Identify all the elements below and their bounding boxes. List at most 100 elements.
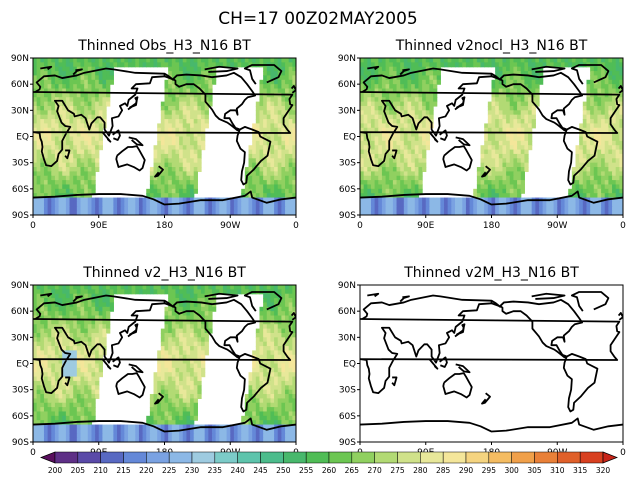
bt-cell bbox=[502, 114, 507, 120]
bt-cell bbox=[160, 105, 166, 111]
bt-cell bbox=[381, 175, 387, 181]
bt-cell bbox=[175, 132, 180, 138]
bt-cell bbox=[484, 127, 489, 133]
bt-cell bbox=[43, 184, 49, 190]
bt-cell bbox=[201, 110, 206, 116]
bt-cell bbox=[197, 136, 202, 142]
bt-cell bbox=[411, 206, 416, 212]
bt-cell bbox=[43, 363, 49, 369]
bt-cell bbox=[76, 415, 82, 421]
bt-cell bbox=[33, 71, 38, 77]
bt-cell bbox=[487, 188, 493, 194]
bt-cell bbox=[498, 153, 504, 159]
bt-cell bbox=[601, 175, 606, 181]
bt-cell bbox=[513, 119, 518, 125]
bt-cell bbox=[171, 328, 177, 334]
bt-cell bbox=[160, 359, 166, 365]
bt-cell bbox=[263, 285, 268, 290]
bt-cell bbox=[193, 411, 198, 417]
bt-cell bbox=[370, 184, 376, 190]
bt-cell bbox=[233, 201, 239, 207]
bt-cell bbox=[509, 136, 515, 142]
bt-cell bbox=[487, 132, 493, 138]
bt-cell bbox=[266, 341, 272, 347]
bt-cell bbox=[102, 311, 107, 317]
coastline bbox=[617, 85, 623, 94]
bt-cell bbox=[54, 127, 60, 133]
bt-cell bbox=[54, 285, 60, 290]
bt-cell bbox=[266, 105, 272, 111]
bt-cell bbox=[69, 293, 74, 299]
bt-cell bbox=[274, 350, 279, 356]
bt-cell bbox=[58, 311, 63, 317]
bt-cell bbox=[535, 101, 540, 107]
bt-cell bbox=[396, 136, 401, 142]
bt-cell bbox=[98, 324, 103, 330]
bt-cell bbox=[531, 79, 536, 85]
bt-cell bbox=[597, 158, 602, 164]
bt-cell bbox=[91, 319, 96, 325]
bt-cell bbox=[138, 58, 144, 63]
bt-cell bbox=[248, 372, 253, 378]
bt-cell bbox=[43, 127, 49, 133]
bt-cell bbox=[62, 394, 67, 399]
bt-cell bbox=[84, 332, 89, 338]
bt-cell bbox=[248, 206, 253, 212]
bt-cell bbox=[58, 188, 63, 194]
bt-cell bbox=[270, 306, 275, 312]
x-tick-label: 180 bbox=[483, 221, 500, 231]
bt-cell bbox=[517, 84, 522, 90]
bt-cell bbox=[491, 105, 496, 111]
bt-cell bbox=[62, 385, 67, 391]
bt-cell bbox=[58, 337, 63, 343]
bt-cell bbox=[47, 184, 52, 190]
bt-cell bbox=[274, 298, 279, 304]
bt-cell bbox=[292, 376, 296, 382]
bt-cell bbox=[76, 127, 82, 133]
bt-cell bbox=[374, 175, 379, 181]
bt-cell bbox=[244, 411, 250, 417]
bt-cell bbox=[51, 114, 56, 120]
bt-cell bbox=[411, 184, 416, 190]
bt-cell bbox=[263, 66, 268, 72]
bt-cell bbox=[190, 402, 195, 408]
bt-cell bbox=[270, 354, 275, 360]
bt-cell bbox=[509, 92, 515, 98]
bt-cell bbox=[381, 184, 387, 190]
bt-cell bbox=[95, 162, 100, 168]
bt-cell bbox=[168, 354, 173, 360]
bt-cell bbox=[51, 380, 56, 386]
bt-cell bbox=[593, 127, 599, 133]
bt-cell bbox=[374, 180, 379, 186]
bt-cell bbox=[288, 153, 293, 159]
bt-cell bbox=[546, 58, 551, 63]
bt-cell bbox=[175, 289, 180, 295]
bt-cell bbox=[197, 359, 202, 365]
bt-cell bbox=[288, 71, 293, 77]
bt-cell bbox=[259, 123, 264, 129]
bt-cell bbox=[590, 171, 595, 177]
bt-cell bbox=[95, 354, 100, 360]
bt-cell bbox=[65, 171, 71, 177]
bt-cell bbox=[193, 332, 198, 338]
bt-cell bbox=[98, 367, 103, 373]
bt-cell bbox=[281, 132, 286, 138]
bt-cell bbox=[197, 306, 202, 312]
bt-cell bbox=[520, 162, 525, 168]
bt-cell bbox=[171, 58, 177, 63]
bt-cell bbox=[84, 132, 89, 138]
bt-cell bbox=[506, 88, 511, 94]
bt-cell bbox=[520, 145, 525, 151]
bt-cell bbox=[204, 58, 209, 63]
bt-cell bbox=[370, 136, 376, 142]
bt-cell bbox=[193, 71, 198, 77]
bt-cell bbox=[619, 145, 623, 151]
bt-cell bbox=[149, 289, 155, 295]
bt-cell bbox=[157, 145, 162, 151]
bt-cell bbox=[520, 197, 525, 203]
bt-cell bbox=[538, 58, 544, 63]
bt-cell bbox=[363, 184, 368, 190]
bt-cell bbox=[73, 197, 78, 203]
bt-cell bbox=[248, 149, 253, 155]
bt-cell bbox=[524, 127, 529, 133]
